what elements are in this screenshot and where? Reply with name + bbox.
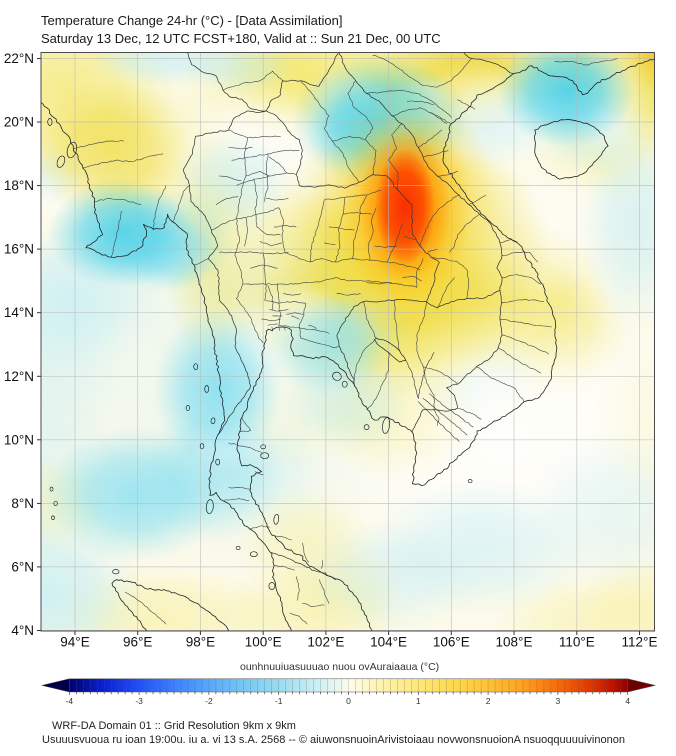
svg-text:96°E: 96°E bbox=[123, 635, 152, 650]
svg-text:0: 0 bbox=[346, 696, 351, 706]
svg-text:10°N: 10°N bbox=[4, 432, 34, 447]
svg-text:2: 2 bbox=[486, 696, 491, 706]
svg-text:12°N: 12°N bbox=[4, 369, 34, 384]
svg-text:108°E: 108°E bbox=[496, 635, 533, 650]
svg-text:4: 4 bbox=[625, 696, 630, 706]
svg-text:-4: -4 bbox=[66, 696, 74, 706]
svg-text:110°E: 110°E bbox=[559, 635, 595, 650]
svg-text:16°N: 16°N bbox=[4, 242, 34, 257]
svg-text:94°E: 94°E bbox=[60, 635, 89, 650]
svg-text:1: 1 bbox=[416, 696, 421, 706]
svg-text:22°N: 22°N bbox=[4, 51, 34, 66]
svg-text:4°N: 4°N bbox=[11, 623, 34, 638]
svg-text:20°N: 20°N bbox=[4, 115, 34, 130]
svg-text:6°N: 6°N bbox=[11, 559, 34, 574]
svg-text:3: 3 bbox=[556, 696, 561, 706]
svg-text:102°E: 102°E bbox=[307, 635, 344, 650]
svg-text:14°N: 14°N bbox=[4, 305, 34, 320]
svg-text:-3: -3 bbox=[135, 696, 143, 706]
svg-text:8°N: 8°N bbox=[11, 496, 34, 511]
svg-text:104°E: 104°E bbox=[370, 635, 407, 650]
svg-text:112°E: 112°E bbox=[622, 635, 658, 650]
svg-text:106°E: 106°E bbox=[433, 635, 470, 650]
svg-text:100°E: 100°E bbox=[245, 635, 282, 650]
svg-text:-2: -2 bbox=[205, 696, 213, 706]
svg-text:98°E: 98°E bbox=[186, 635, 215, 650]
svg-text:18°N: 18°N bbox=[4, 178, 34, 193]
svg-text:-1: -1 bbox=[275, 696, 283, 706]
